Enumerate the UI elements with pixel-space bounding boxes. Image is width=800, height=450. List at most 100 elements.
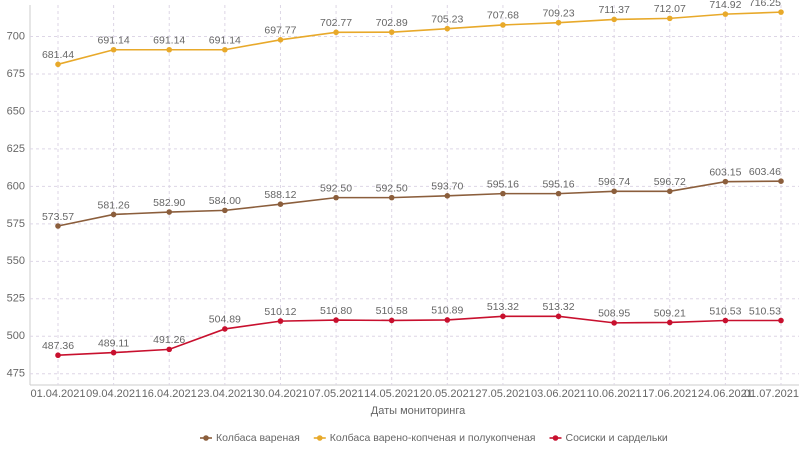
legend-swatch — [316, 435, 323, 441]
data-label: 510.53 — [709, 305, 741, 317]
y-tick-label: 700 — [7, 30, 25, 42]
data-label: 681.44 — [42, 49, 74, 61]
data-label: 702.77 — [320, 17, 352, 29]
data-label: 716.25 — [749, 0, 781, 9]
data-label: 510.80 — [320, 305, 352, 317]
data-point — [666, 319, 673, 326]
data-label: 588.12 — [264, 189, 296, 201]
data-point — [166, 46, 173, 53]
data-label: 711.37 — [598, 4, 629, 16]
data-point — [555, 190, 562, 197]
series-line — [57, 315, 781, 357]
x-tick-label: 27.05.2021 — [475, 388, 530, 400]
data-point — [55, 352, 61, 359]
y-tick-label: 650 — [7, 105, 25, 117]
series-line — [57, 11, 782, 66]
data-label: 593.70 — [431, 181, 463, 193]
data-point — [555, 19, 562, 26]
data-point — [333, 317, 339, 323]
x-tick-label: 14.05.2021 — [364, 388, 419, 400]
data-point — [611, 16, 617, 23]
data-point — [110, 46, 117, 53]
data-label: 596.74 — [598, 176, 630, 188]
data-point — [222, 207, 228, 214]
data-point — [277, 318, 284, 324]
x-tick-label: 23.04.2021 — [197, 388, 252, 400]
data-point — [333, 29, 339, 36]
data-point — [611, 320, 617, 326]
data-label: 584.00 — [209, 195, 241, 207]
data-label: 596.72 — [654, 176, 686, 188]
data-label: 509.21 — [654, 307, 686, 319]
data-point — [778, 317, 784, 324]
data-point — [55, 61, 61, 68]
data-point — [110, 349, 117, 356]
x-tick-label: 03.06.2021 — [531, 388, 586, 400]
data-label: 510.12 — [264, 306, 296, 318]
y-tick-label: 475 — [7, 368, 25, 380]
data-point — [444, 25, 451, 32]
data-label: 592.50 — [376, 182, 408, 194]
series-line — [57, 180, 782, 227]
y-tick-label: 500 — [7, 330, 25, 342]
data-label: 691.14 — [209, 35, 241, 47]
data-point — [222, 46, 228, 53]
data-label: 595.16 — [487, 178, 519, 190]
data-point — [722, 178, 729, 185]
data-point — [722, 317, 729, 324]
y-tick-label: 550 — [7, 255, 25, 267]
x-tick-label: 20.05.2021 — [420, 388, 475, 400]
data-label: 510.89 — [431, 305, 463, 317]
y-tick-label: 625 — [7, 143, 25, 155]
y-tick-label: 525 — [7, 293, 25, 305]
data-label: 705.23 — [431, 13, 463, 25]
data-label: 691.14 — [153, 35, 185, 47]
legend-item: Сосиски и сардельки — [549, 432, 668, 444]
data-point — [55, 223, 61, 229]
data-point — [222, 326, 228, 332]
data-label: 491.26 — [153, 334, 185, 346]
x-axis-title: Даты мониторинга — [371, 405, 466, 417]
y-tick-label: 675 — [7, 68, 25, 80]
y-tick-label: 600 — [7, 180, 25, 192]
data-point — [166, 209, 173, 215]
data-label: 504.89 — [209, 314, 241, 326]
legend-swatch — [203, 435, 209, 441]
x-tick-label: 24.06.2021 — [698, 388, 753, 400]
data-label: 697.77 — [264, 25, 296, 37]
data-point — [277, 201, 284, 207]
data-point — [500, 22, 506, 28]
data-label: 513.32 — [542, 301, 574, 313]
data-label: 691.14 — [98, 35, 130, 47]
data-point — [611, 188, 617, 195]
data-label: 582.90 — [153, 197, 185, 209]
data-label: 714.92 — [709, 0, 741, 11]
data-label: 489.11 — [98, 337, 129, 349]
x-tick-label: 10.06.2021 — [587, 388, 642, 400]
data-label: 487.36 — [42, 340, 74, 352]
x-tick-label: 01.04.2021 — [30, 388, 85, 400]
data-point — [555, 313, 562, 320]
data-point — [500, 190, 506, 197]
data-label: 712.07 — [654, 3, 686, 15]
data-label: 581.26 — [98, 199, 130, 211]
data-label: 709.23 — [542, 7, 574, 19]
data-label: 702.89 — [376, 17, 408, 29]
x-tick-label: 07.05.2021 — [309, 388, 364, 400]
data-point — [778, 178, 784, 184]
data-label: 603.15 — [709, 166, 741, 178]
data-point — [666, 15, 673, 22]
x-tick-label: 17.06.2021 — [642, 388, 697, 400]
y-tick-label: 575 — [7, 218, 25, 230]
data-point — [333, 194, 339, 201]
data-point — [388, 317, 395, 324]
data-point — [444, 193, 451, 199]
data-label: 707.68 — [487, 10, 519, 22]
data-point — [388, 194, 395, 201]
legend-label: Сосиски и сардельки — [565, 432, 667, 444]
legend-swatch — [552, 435, 559, 441]
data-label: 573.57 — [42, 211, 74, 223]
x-tick-label: 16.04.2021 — [142, 388, 197, 400]
data-point — [277, 37, 284, 43]
